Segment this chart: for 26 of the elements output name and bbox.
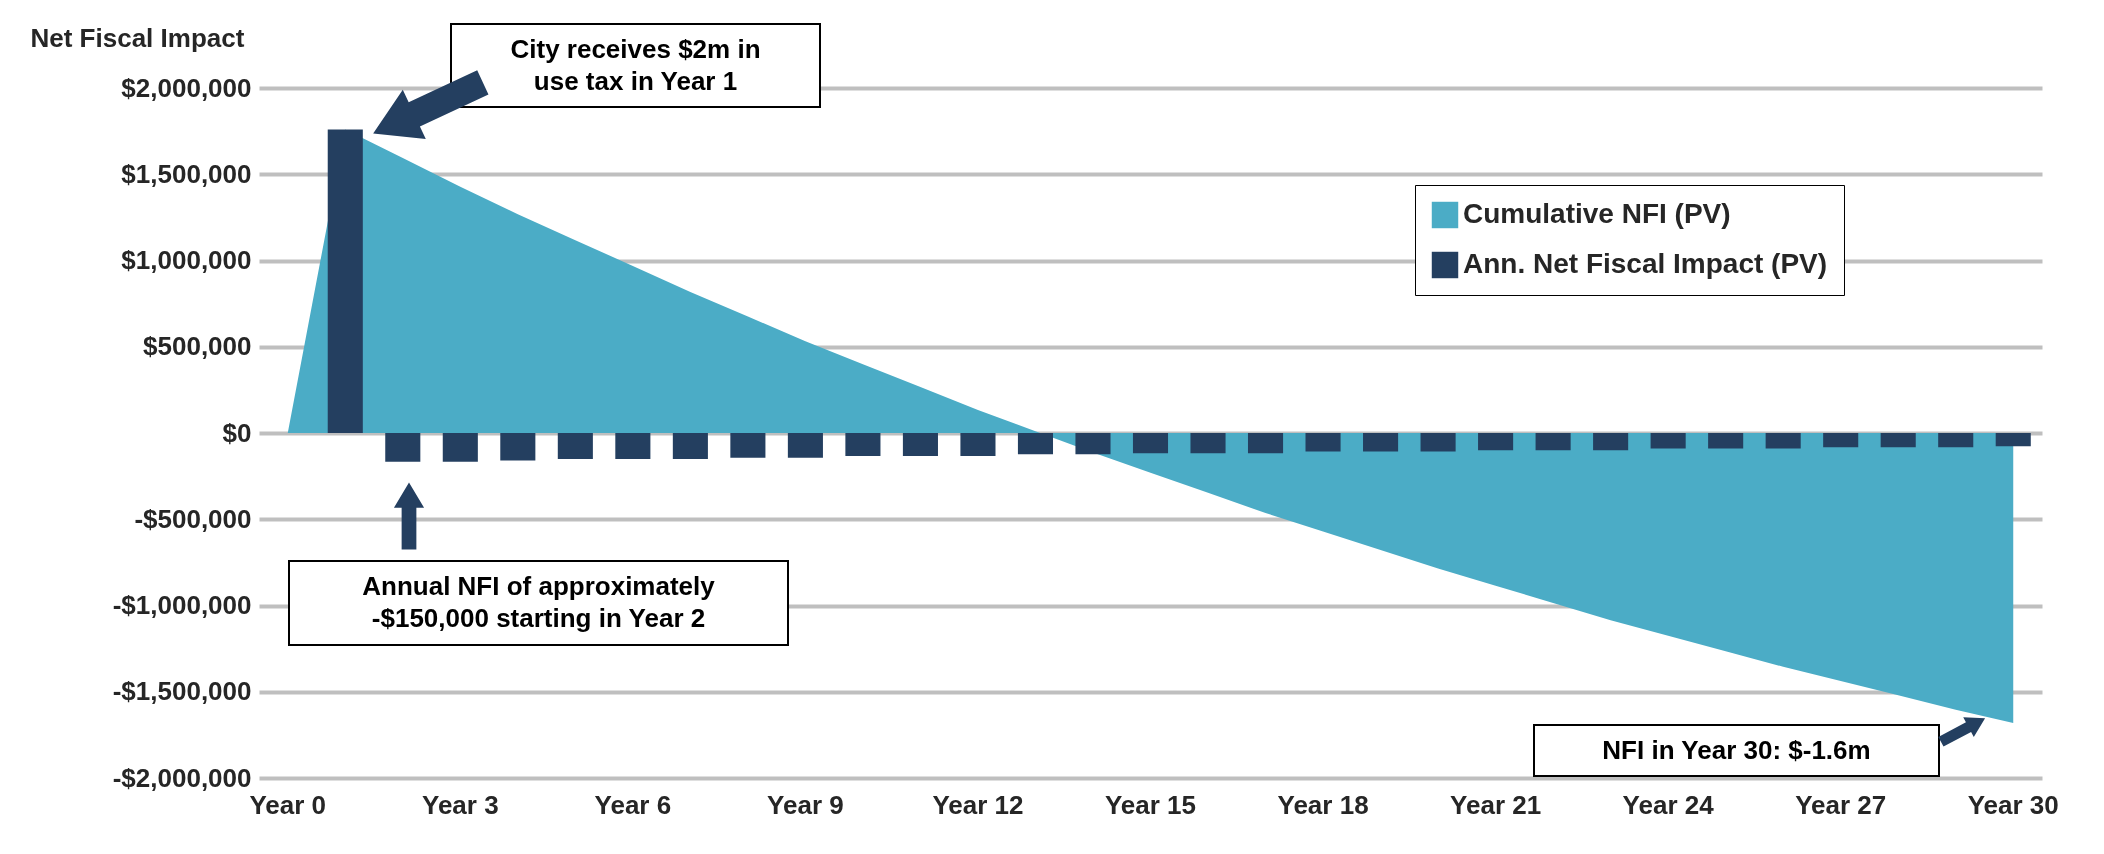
x-tick-label: Year 24 <box>1622 789 1715 820</box>
x-tick-label: Year 27 <box>1795 789 1887 820</box>
y-tick-label: $0 <box>222 417 252 448</box>
x-tick-label: Year 30 <box>1967 789 2059 820</box>
x-tick-label: Year 18 <box>1277 789 1369 820</box>
x-tick-label: Year 0 <box>249 789 327 820</box>
legend-label: Cumulative NFI (PV) <box>1463 198 1731 229</box>
x-tick-label: Year 3 <box>421 789 499 820</box>
y-tick-label: -$1,500,000 <box>112 676 252 707</box>
y-tick-label: -$500,000 <box>134 503 252 534</box>
y-axis-title: Net Fiscal Impact <box>30 22 245 53</box>
annotation: City receives $2m in use tax in Year 1 <box>510 33 761 96</box>
x-tick-label: Year 21 <box>1450 789 1542 820</box>
annotation: Annual NFI of approximately -$150,000 starting in Year 2 <box>362 571 716 633</box>
y-tick-label: $1,500,000 <box>121 158 252 189</box>
y-tick-label: -$1,000,000 <box>112 590 252 620</box>
annotation: NFI in Year 30: $-1.6m <box>1602 734 1871 765</box>
x-tick-label: Year 12 <box>932 789 1024 820</box>
y-tick-label: -$2,000,000 <box>112 762 252 793</box>
y-tick-label: $500,000 <box>143 331 252 362</box>
legend-label: Ann. Net Fiscal Impact (PV) <box>1463 248 1828 279</box>
y-tick-label: $1,000,000 <box>121 245 252 275</box>
y-tick-label: $2,000,000 <box>121 72 252 103</box>
x-tick-label: Year 6 <box>594 789 672 820</box>
x-tick-label: Year 9 <box>767 789 844 820</box>
x-tick-label: Year 15 <box>1104 789 1197 820</box>
